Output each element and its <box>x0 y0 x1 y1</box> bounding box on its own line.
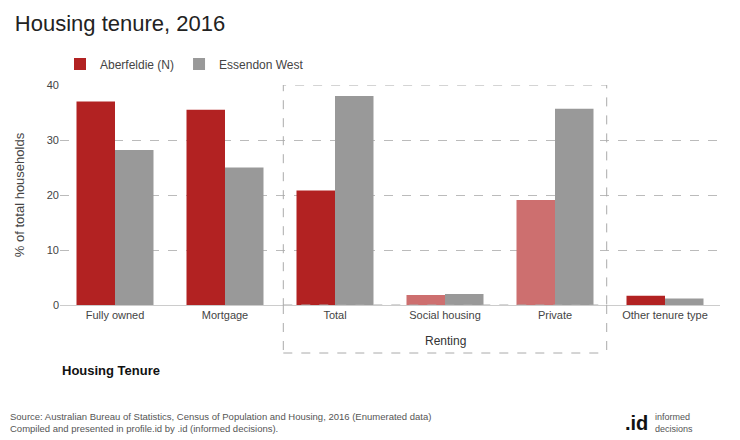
svg-text:Social housing: Social housing <box>409 309 481 321</box>
svg-text:Housing Tenure: Housing Tenure <box>62 363 160 378</box>
svg-text:20: 20 <box>47 189 59 201</box>
svg-text:Housing tenure, 2016: Housing tenure, 2016 <box>15 11 225 36</box>
svg-text:Aberfeldie (N): Aberfeldie (N) <box>100 58 174 72</box>
svg-text:Other tenure type: Other tenure type <box>622 309 708 321</box>
svg-text:40: 40 <box>47 79 59 91</box>
svg-text:Essendon West: Essendon West <box>219 58 303 72</box>
svg-text:Mortgage: Mortgage <box>202 309 248 321</box>
svg-text:Private: Private <box>538 309 572 321</box>
svg-text:0: 0 <box>53 299 59 311</box>
svg-text:10: 10 <box>47 244 59 256</box>
svg-text:Fully owned: Fully owned <box>86 309 145 321</box>
svg-text:30: 30 <box>47 134 59 146</box>
svg-text:Renting: Renting <box>425 334 466 348</box>
svg-text:.id: .id <box>625 412 648 434</box>
svg-text:Source: Australian Bureau of S: Source: Australian Bureau of Statistics,… <box>10 411 431 434</box>
svg-text:informeddecisions: informeddecisions <box>655 412 693 434</box>
svg-text:Total: Total <box>323 309 346 321</box>
svg-text:% of total households: % of total households <box>12 132 27 257</box>
